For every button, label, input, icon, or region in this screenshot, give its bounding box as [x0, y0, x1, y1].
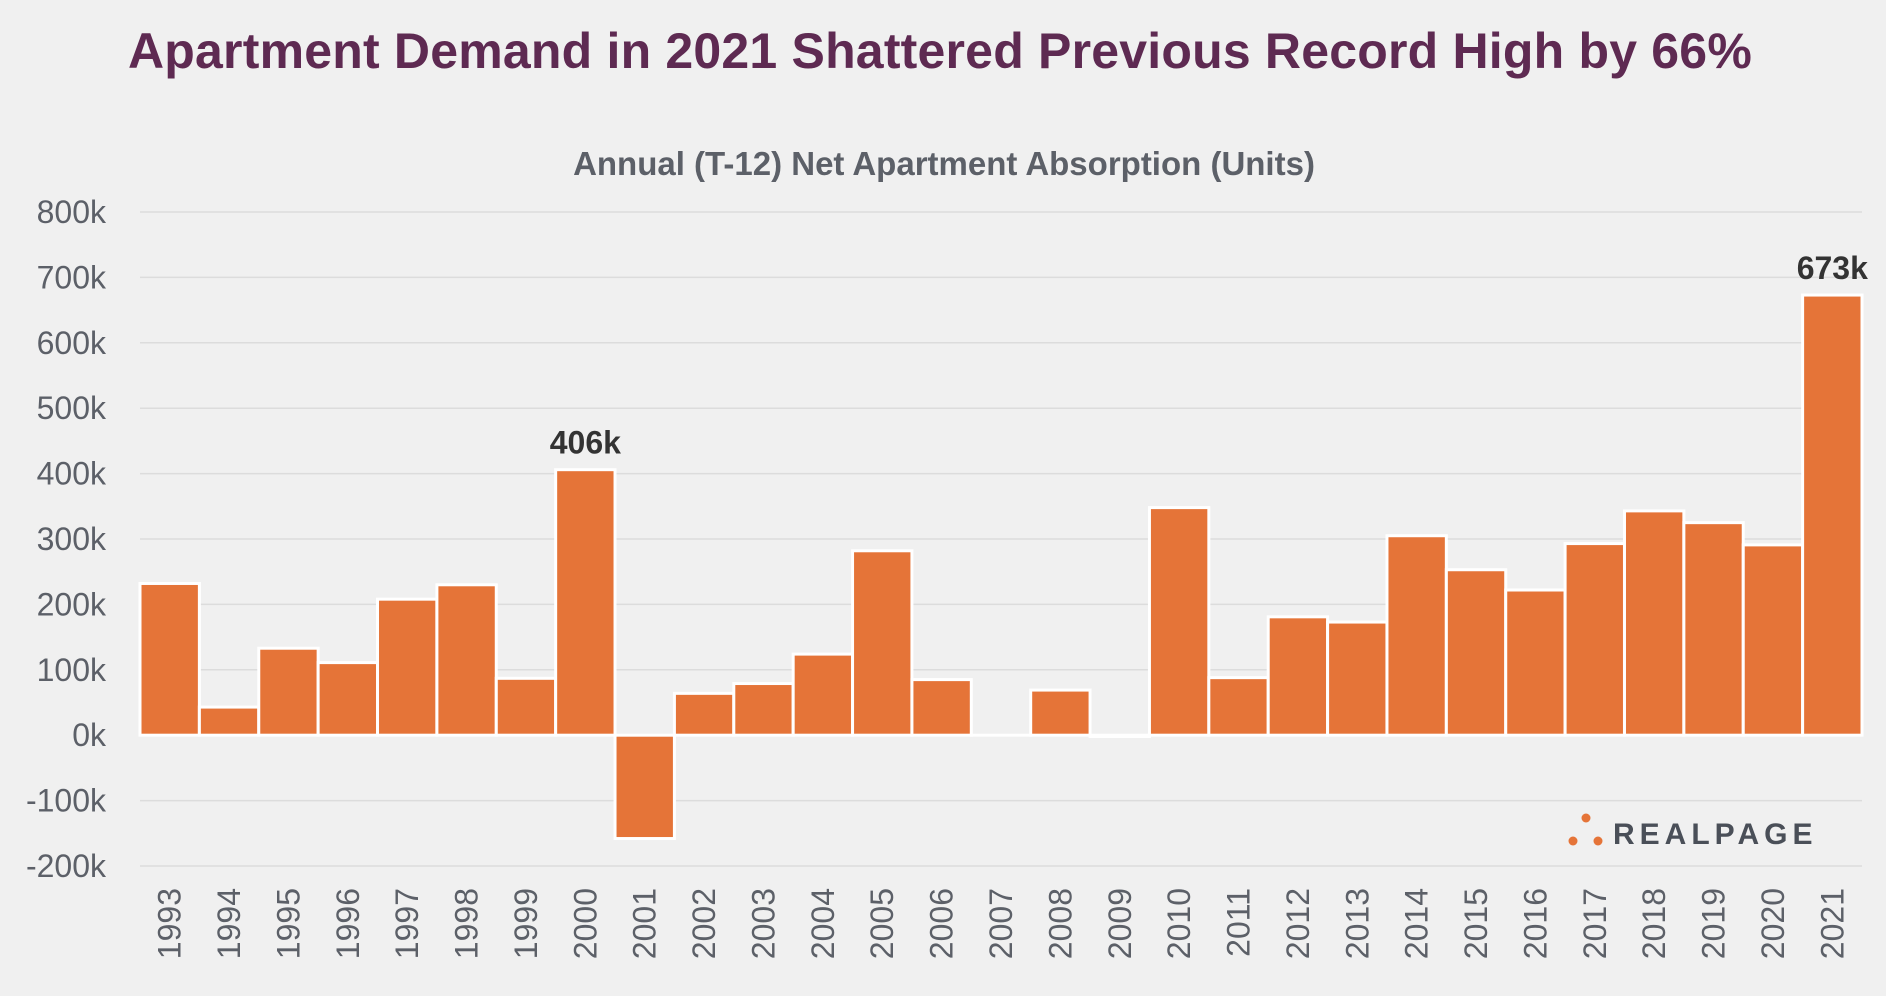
- bar-2019: [1682, 521, 1745, 737]
- bar-1995: [257, 646, 320, 737]
- bar-2001: [613, 733, 676, 841]
- bar-2021: [1801, 293, 1864, 737]
- bar-2005: [851, 549, 914, 737]
- x-tick-label: 1999: [508, 888, 544, 959]
- bar-2017: [1563, 542, 1626, 737]
- bar-1999: [494, 676, 558, 737]
- bar-2004: [791, 652, 855, 737]
- gridlines: [140, 211, 1862, 867]
- x-tick-label: 1995: [270, 888, 306, 959]
- bar-2009: [1088, 733, 1151, 739]
- x-tick-label: 2016: [1517, 888, 1553, 959]
- x-tick-label: 1996: [330, 888, 366, 959]
- x-tick-label: 1994: [211, 888, 247, 959]
- x-tick-label: 2006: [924, 888, 960, 959]
- bar-2014: [1385, 534, 1448, 737]
- logo-wordmark: REALPAGE: [1613, 818, 1817, 851]
- bar-1993: [138, 581, 201, 737]
- x-tick-label: 2000: [567, 888, 603, 959]
- logo-dot-icon: [1568, 836, 1578, 846]
- bar-2018: [1622, 509, 1686, 737]
- x-tick-label: 2014: [1399, 888, 1435, 959]
- chart-title: Annual (T-12) Net Apartment Absorption (…: [573, 145, 1315, 182]
- y-tick-label: 500k: [37, 390, 107, 426]
- logo-dot-icon: [1581, 813, 1591, 823]
- y-tick-label: 400k: [37, 456, 107, 492]
- bar-2020: [1741, 543, 1805, 737]
- x-tick-label: 2004: [805, 888, 841, 959]
- x-tick-label: 2021: [1814, 888, 1850, 959]
- x-tick-label: 2020: [1755, 888, 1791, 959]
- bars: [138, 293, 1864, 841]
- y-tick-label: 0k: [72, 717, 107, 753]
- x-tick-label: 2005: [864, 888, 900, 959]
- y-tick-label: 600k: [37, 325, 107, 361]
- bar-2006: [910, 678, 973, 737]
- chart-headline: Apartment Demand in 2021 Shattered Previ…: [128, 23, 1752, 79]
- x-tick-label: 2010: [1161, 888, 1197, 959]
- bar-2010: [1147, 506, 1211, 737]
- x-tick-label: 1997: [389, 888, 425, 959]
- x-tick-label: 2008: [1042, 888, 1078, 959]
- bar-2000: [554, 468, 617, 737]
- x-tick-label: 2007: [983, 888, 1019, 959]
- data-label-2021: 673k: [1797, 250, 1868, 286]
- bar-2015: [1444, 568, 1508, 737]
- bar-2002: [672, 691, 736, 737]
- data-label-2000: 406k: [550, 425, 621, 461]
- bar-1996: [316, 661, 380, 737]
- y-tick-label: 700k: [37, 259, 107, 295]
- x-tick-label: 2018: [1636, 888, 1672, 959]
- bar-2003: [732, 682, 795, 737]
- x-tick-label: 2002: [686, 888, 722, 959]
- y-axis-ticks: 800k 700k 600k 500k 400k 300k 200k 100k 0k -100k -…: [26, 194, 107, 884]
- y-tick-label: 200k: [37, 586, 107, 622]
- x-tick-label: 1993: [152, 888, 188, 959]
- bar-2013: [1326, 620, 1389, 737]
- bar-2008: [1029, 688, 1092, 737]
- y-tick-label: 100k: [37, 652, 107, 688]
- bar-1994: [197, 705, 261, 737]
- x-tick-label: 2009: [1102, 888, 1138, 959]
- x-axis-ticks: 1993 1994 1995 1996 1997 1998 1999 2000 2001 2002…: [152, 888, 1851, 959]
- y-tick-label: -100k: [26, 783, 107, 819]
- x-tick-label: 2013: [1339, 888, 1375, 959]
- bar-2016: [1504, 588, 1567, 737]
- x-tick-label: 2017: [1577, 888, 1613, 959]
- bar-2012: [1266, 615, 1330, 737]
- y-tick-label: -200k: [26, 848, 107, 884]
- x-tick-label: 1998: [449, 888, 485, 959]
- logo-dot-icon: [1593, 836, 1603, 846]
- data-labels: 406k 673k: [550, 250, 1868, 461]
- x-tick-label: 2019: [1696, 888, 1732, 959]
- y-tick-label: 300k: [37, 521, 107, 557]
- x-tick-label: 2015: [1458, 888, 1494, 959]
- x-tick-label: 2012: [1280, 888, 1316, 959]
- realpage-logo: REALPAGE: [1568, 813, 1817, 851]
- x-tick-label: 2011: [1221, 888, 1257, 957]
- bar-1997: [376, 597, 439, 737]
- x-tick-label: 2001: [627, 888, 663, 959]
- bar-2011: [1207, 676, 1270, 737]
- y-tick-label: 800k: [37, 194, 107, 230]
- bar-1998: [435, 583, 498, 737]
- x-tick-label: 2003: [745, 888, 781, 959]
